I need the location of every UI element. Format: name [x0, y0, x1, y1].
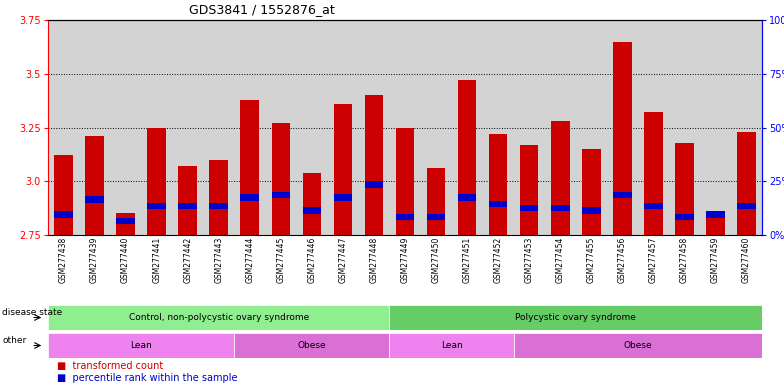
Text: Lean: Lean: [441, 341, 463, 350]
Text: Obese: Obese: [298, 341, 326, 350]
Bar: [551, 121, 569, 235]
Bar: [365, 181, 383, 188]
Text: Control, non-polycystic ovary syndrome: Control, non-polycystic ovary syndrome: [129, 313, 309, 322]
Text: other: other: [2, 336, 27, 345]
Bar: [271, 192, 290, 199]
Bar: [234, 333, 390, 358]
Bar: [85, 136, 103, 235]
Text: GDS3841 / 1552876_at: GDS3841 / 1552876_at: [189, 3, 335, 16]
Bar: [396, 214, 414, 220]
Bar: [303, 173, 321, 235]
Bar: [116, 218, 135, 224]
Bar: [613, 41, 632, 235]
Bar: [48, 333, 234, 358]
Text: Lean: Lean: [130, 341, 152, 350]
Bar: [644, 113, 662, 235]
Bar: [365, 95, 383, 235]
Bar: [271, 123, 290, 235]
Bar: [209, 203, 228, 209]
Bar: [458, 194, 477, 200]
Bar: [85, 196, 103, 203]
Bar: [48, 305, 390, 330]
Text: Obese: Obese: [623, 341, 652, 350]
Bar: [396, 127, 414, 235]
Bar: [520, 205, 539, 211]
Bar: [241, 99, 259, 235]
Bar: [116, 214, 135, 235]
Bar: [551, 205, 569, 211]
Bar: [303, 207, 321, 214]
Bar: [241, 194, 259, 200]
Bar: [675, 214, 694, 220]
Bar: [520, 145, 539, 235]
Bar: [209, 160, 228, 235]
Bar: [613, 192, 632, 199]
Bar: [582, 207, 601, 214]
Bar: [737, 203, 756, 209]
Text: Polycystic ovary syndrome: Polycystic ovary syndrome: [515, 313, 636, 322]
Bar: [644, 203, 662, 209]
Bar: [54, 156, 73, 235]
Bar: [426, 214, 445, 220]
Bar: [147, 127, 166, 235]
Bar: [334, 194, 352, 200]
Bar: [488, 134, 507, 235]
Text: ■  percentile rank within the sample: ■ percentile rank within the sample: [56, 373, 237, 383]
Bar: [147, 203, 166, 209]
Bar: [179, 166, 197, 235]
Bar: [582, 149, 601, 235]
Bar: [706, 211, 724, 218]
Bar: [54, 211, 73, 218]
Bar: [426, 168, 445, 235]
Bar: [488, 200, 507, 207]
Text: disease state: disease state: [2, 308, 63, 317]
Bar: [706, 218, 724, 235]
Bar: [390, 333, 514, 358]
Bar: [458, 80, 477, 235]
Text: ■  transformed count: ■ transformed count: [56, 361, 163, 371]
Bar: [334, 104, 352, 235]
Bar: [514, 333, 762, 358]
Bar: [179, 203, 197, 209]
Bar: [737, 132, 756, 235]
Bar: [675, 142, 694, 235]
Bar: [390, 305, 762, 330]
